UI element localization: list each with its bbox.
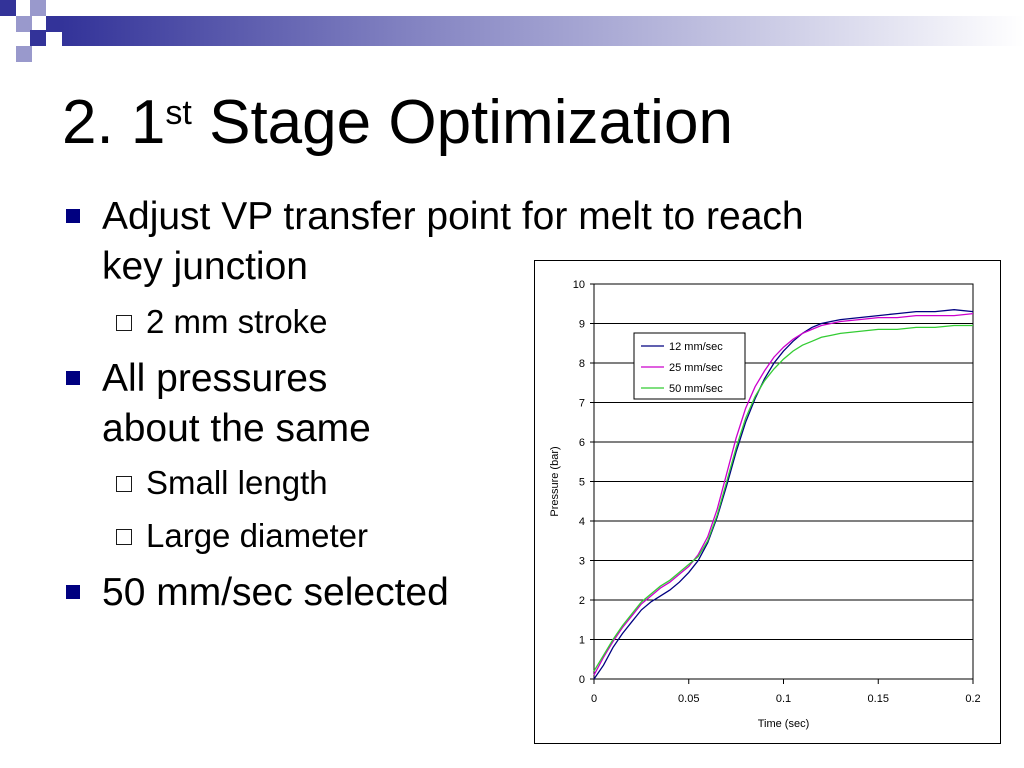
sub-bullet-stroke: 2 mm stroke — [116, 302, 328, 342]
deco-square — [16, 16, 32, 32]
y-tick-label: 10 — [573, 279, 585, 291]
x-tick-label: 0.1 — [776, 693, 791, 705]
hollow-square-bullet-icon — [116, 529, 132, 545]
y-tick-label: 9 — [579, 319, 585, 331]
x-tick-label: 0 — [591, 693, 597, 705]
hollow-square-bullet-icon — [116, 315, 132, 331]
y-tick-label: 7 — [579, 398, 585, 410]
series-line — [593, 324, 973, 672]
bullet-selected: 50 mm/sec selected — [62, 568, 449, 618]
x-tick-label: 0.05 — [678, 693, 699, 705]
series-line — [593, 312, 974, 676]
x-tick-label: 0.2 — [965, 693, 980, 705]
square-bullet-icon — [66, 371, 80, 385]
bullet-pressures: All pressures about the same — [62, 354, 371, 454]
x-axis-label: Time (sec) — [758, 718, 810, 730]
deco-square — [30, 0, 46, 16]
deco-square — [16, 46, 32, 62]
sub-bullet-diameter: Large diameter — [116, 516, 368, 556]
deco-square — [46, 16, 62, 32]
title-bar-decoration — [0, 0, 1024, 62]
hollow-square-bullet-icon — [116, 476, 132, 492]
deco-square — [30, 30, 46, 46]
plot-area — [593, 283, 974, 680]
y-tick-label: 5 — [579, 477, 585, 489]
legend-label: 12 mm/sec — [669, 341, 723, 353]
slide-title: 2. 1st Stage Optimization — [62, 88, 733, 157]
chart-frame — [534, 260, 1001, 744]
y-tick-label: 3 — [579, 556, 585, 568]
legend-label: 50 mm/sec — [669, 383, 723, 395]
deco-square — [0, 0, 16, 16]
y-tick-label: 0 — [579, 674, 585, 686]
series-line — [593, 309, 974, 680]
legend-label: 25 mm/sec — [669, 362, 723, 374]
y-tick-label: 6 — [579, 437, 585, 449]
bullet-vp-transfer: Adjust VP transfer point for melt to rea… — [62, 192, 804, 292]
y-tick-label: 8 — [579, 358, 585, 370]
x-tick-label: 0.15 — [868, 693, 889, 705]
square-bullet-icon — [66, 585, 80, 599]
sub-bullet-length: Small length — [116, 463, 328, 503]
gradient-bar — [62, 16, 1024, 46]
y-tick-label: 4 — [579, 516, 585, 528]
pressure-chart: 0 1 2 3 4 5 6 7 8 9 10 0 0.05 0.1 0.15 0.2 Time (sec) Pre… — [534, 260, 1001, 744]
y-tick-label: 1 — [579, 635, 585, 647]
y-tick-label: 2 — [579, 595, 585, 607]
square-bullet-icon — [66, 209, 80, 223]
title-superscript: st — [165, 94, 192, 132]
y-axis-label: Pressure (bar) — [549, 446, 561, 516]
